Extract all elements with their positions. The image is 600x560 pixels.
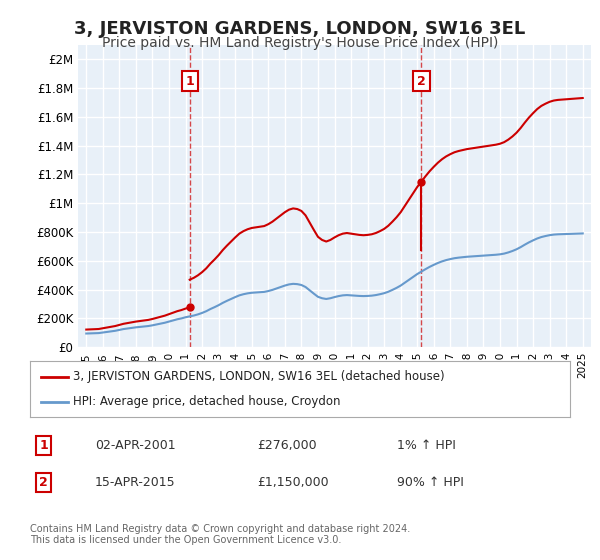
Text: 15-APR-2015: 15-APR-2015	[95, 477, 175, 489]
Text: 90% ↑ HPI: 90% ↑ HPI	[397, 477, 464, 489]
Text: 2: 2	[417, 74, 426, 87]
Text: 2: 2	[39, 477, 48, 489]
Text: 02-APR-2001: 02-APR-2001	[95, 438, 175, 452]
Text: Contains HM Land Registry data © Crown copyright and database right 2024.
This d: Contains HM Land Registry data © Crown c…	[30, 524, 410, 545]
Text: 1% ↑ HPI: 1% ↑ HPI	[397, 438, 456, 452]
Text: HPI: Average price, detached house, Croydon: HPI: Average price, detached house, Croy…	[73, 395, 341, 408]
Text: £276,000: £276,000	[257, 438, 316, 452]
Text: 1: 1	[39, 438, 48, 452]
Text: 3, JERVISTON GARDENS, LONDON, SW16 3EL: 3, JERVISTON GARDENS, LONDON, SW16 3EL	[74, 20, 526, 38]
Text: Price paid vs. HM Land Registry's House Price Index (HPI): Price paid vs. HM Land Registry's House …	[102, 36, 498, 50]
Text: £1,150,000: £1,150,000	[257, 477, 328, 489]
Text: 1: 1	[185, 74, 194, 87]
Text: 3, JERVISTON GARDENS, LONDON, SW16 3EL (detached house): 3, JERVISTON GARDENS, LONDON, SW16 3EL (…	[73, 370, 445, 384]
